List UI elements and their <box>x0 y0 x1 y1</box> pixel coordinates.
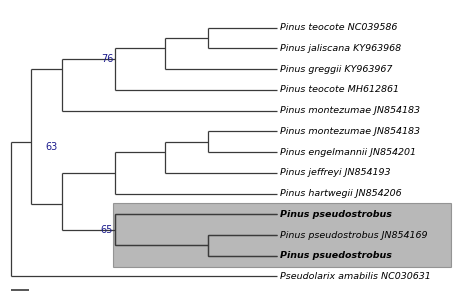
Text: Pseudolarix amabilis NC030631: Pseudolarix amabilis NC030631 <box>280 272 431 281</box>
FancyBboxPatch shape <box>113 203 451 267</box>
Text: Pinus montezumae JN854183: Pinus montezumae JN854183 <box>280 106 420 115</box>
Text: Pinus pseudostrobus JN854169: Pinus pseudostrobus JN854169 <box>280 230 428 239</box>
Text: Pinus psuedostrobus: Pinus psuedostrobus <box>280 251 395 260</box>
Text: Pinus jeffreyi JN854193: Pinus jeffreyi JN854193 <box>280 168 391 177</box>
Text: MW082604 ECM: MW082604 ECM <box>0 299 1 300</box>
Text: Pinus montezumae JN854183: Pinus montezumae JN854183 <box>280 127 420 136</box>
Text: 63: 63 <box>45 142 57 152</box>
Text: Pinus teocote NC039586: Pinus teocote NC039586 <box>280 23 398 32</box>
Text: 65: 65 <box>101 225 113 235</box>
Text: Pinus engelmannii JN854201: Pinus engelmannii JN854201 <box>280 148 416 157</box>
Text: Pinus hartwegii JN854206: Pinus hartwegii JN854206 <box>280 189 402 198</box>
Text: Pinus teocote MH612861: Pinus teocote MH612861 <box>280 85 399 94</box>
Text: Pinus pseudostrobus: Pinus pseudostrobus <box>280 210 395 219</box>
Text: Pinus jaliscana KY963968: Pinus jaliscana KY963968 <box>280 44 401 53</box>
Text: MW082603 ECM: MW082603 ECM <box>0 299 1 300</box>
Text: Pinus greggii KY963967: Pinus greggii KY963967 <box>280 64 392 74</box>
Text: 76: 76 <box>101 54 113 64</box>
